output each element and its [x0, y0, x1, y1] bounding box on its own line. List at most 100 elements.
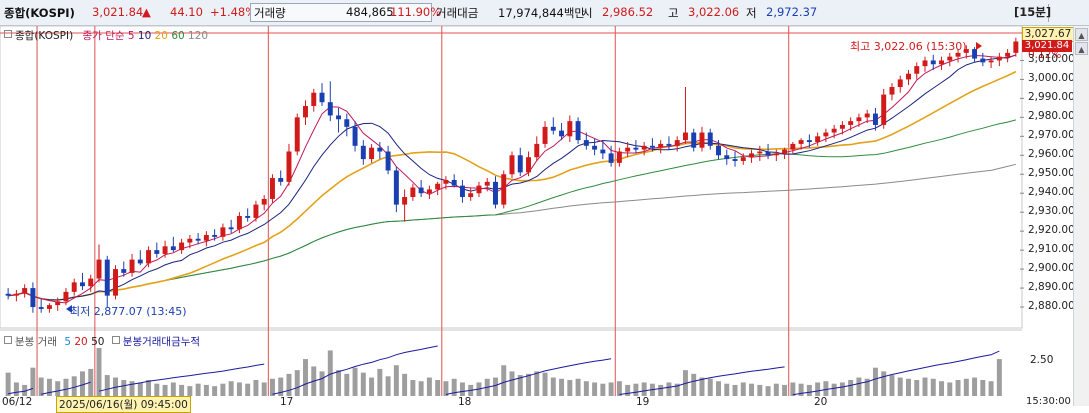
candle-body [63, 291, 69, 302]
x-day-19: 19 [636, 396, 650, 408]
volume-bar [319, 371, 325, 396]
volume-bar [947, 382, 953, 396]
cum-amount-line [445, 358, 612, 395]
volume-bar [575, 378, 581, 396]
volume-bar [71, 376, 77, 396]
y-axis-label: 3,010.00 [1028, 53, 1075, 66]
candle-body [526, 157, 531, 173]
header-bar: 종합(KOSPI) 3,021.84 ▲ 44.10 +1.48% 거래량 48… [0, 0, 1089, 26]
legend-ma120: 120 [188, 30, 209, 42]
volume-bar [393, 365, 399, 396]
y-axis-label: 2,940.00 [1028, 186, 1075, 199]
candle-body [13, 293, 19, 296]
volume-bar [228, 381, 234, 396]
candle-body [393, 170, 399, 205]
volume-bar [980, 380, 986, 396]
volume-legend-toggle-icon[interactable] [4, 336, 12, 344]
volume-bar [691, 373, 697, 396]
scroll-up2-icon[interactable]: ▲ [1075, 42, 1088, 55]
candle-body [765, 151, 771, 156]
candle-body [344, 119, 350, 127]
vertical-scrollbar[interactable]: ▲ ▲ [1073, 26, 1089, 406]
candle-body [1005, 52, 1011, 57]
volume-bar [765, 386, 771, 396]
scroll-up-icon[interactable]: ▲ [1075, 28, 1088, 41]
high-value: 3,022.06 [688, 5, 740, 19]
candle-body [575, 121, 581, 141]
candle-body [79, 282, 85, 287]
candle-body [303, 105, 308, 118]
x-day-20: 20 [814, 396, 828, 408]
candle-body [203, 234, 209, 241]
candle-body [559, 130, 565, 137]
volume-bar [831, 383, 837, 396]
candle-body [600, 149, 606, 154]
period-selector[interactable]: [15분] [1014, 5, 1052, 19]
candle-body [137, 259, 143, 264]
candle-body [38, 307, 44, 309]
candle-body [154, 250, 160, 254]
volume-bar [848, 380, 854, 396]
candle-body [839, 124, 845, 129]
candle-body [897, 79, 903, 88]
cum-amount-line [792, 350, 1000, 396]
candle-body [278, 178, 284, 182]
volume-bar [104, 375, 110, 396]
candle-body [261, 198, 267, 205]
candle-body [1013, 41, 1019, 53]
volume-bar [459, 382, 465, 396]
ma60-line [8, 119, 1017, 301]
volume-bar [914, 380, 920, 396]
volume-bar [410, 380, 416, 396]
volume-bar [806, 384, 812, 396]
volume-bar [856, 377, 862, 396]
volume-bar [963, 378, 969, 396]
volume-bar [245, 383, 251, 396]
volume-bar [996, 359, 1002, 396]
candle-body [988, 60, 994, 63]
volume-bar [278, 377, 284, 396]
x-crosshair-label: 2025/06/16(월) 09:45:00 [56, 396, 191, 413]
volume-bar [269, 378, 275, 396]
cum-legend-toggle-icon[interactable] [111, 336, 120, 344]
legend-ma5: 5 [127, 30, 135, 42]
candle-body [996, 56, 1002, 61]
y-axis-label: 3,000.00 [1028, 72, 1075, 85]
volume-legend: 분봉 거래 5 20 50 분봉거래대금누적 [4, 334, 200, 349]
candle-body [798, 140, 804, 144]
volume-bar [129, 381, 135, 396]
volume-legend-name: 분봉 거래 [15, 336, 57, 348]
volume-ratio: 111.90% [390, 5, 442, 19]
volume-bar [625, 384, 631, 396]
candle-body [451, 179, 457, 186]
volume-bar [286, 373, 292, 396]
candle-body [864, 113, 870, 118]
candle-body [385, 151, 391, 171]
candle-body [749, 153, 755, 158]
price-legend: 종합(KOSPI) 종가 단순 5 10 20 60 120 [4, 28, 208, 43]
volume-bar [790, 382, 796, 396]
candle-body [88, 278, 94, 287]
legend-ma60: 60 [171, 30, 185, 42]
legend-toggle-icon[interactable] [4, 30, 12, 38]
candle-body [468, 193, 474, 198]
volume-bar [955, 380, 961, 396]
ma10-line [8, 54, 1017, 301]
volume-bar [922, 377, 928, 396]
candle-body [484, 181, 490, 186]
candle-body [352, 126, 358, 146]
candle-body [831, 128, 837, 133]
volume-bar [939, 381, 945, 396]
volume-label: 거래량 [254, 6, 286, 20]
candle-body [435, 183, 441, 190]
volume-bar [740, 382, 746, 396]
volume-bar [352, 367, 358, 396]
candle-body [608, 153, 614, 163]
volume-bar [327, 350, 333, 396]
high-label: 고 [668, 6, 679, 20]
volume-bar [344, 373, 350, 396]
candle-body [806, 140, 812, 143]
candle-body [402, 197, 408, 205]
volume-bar [96, 348, 102, 396]
